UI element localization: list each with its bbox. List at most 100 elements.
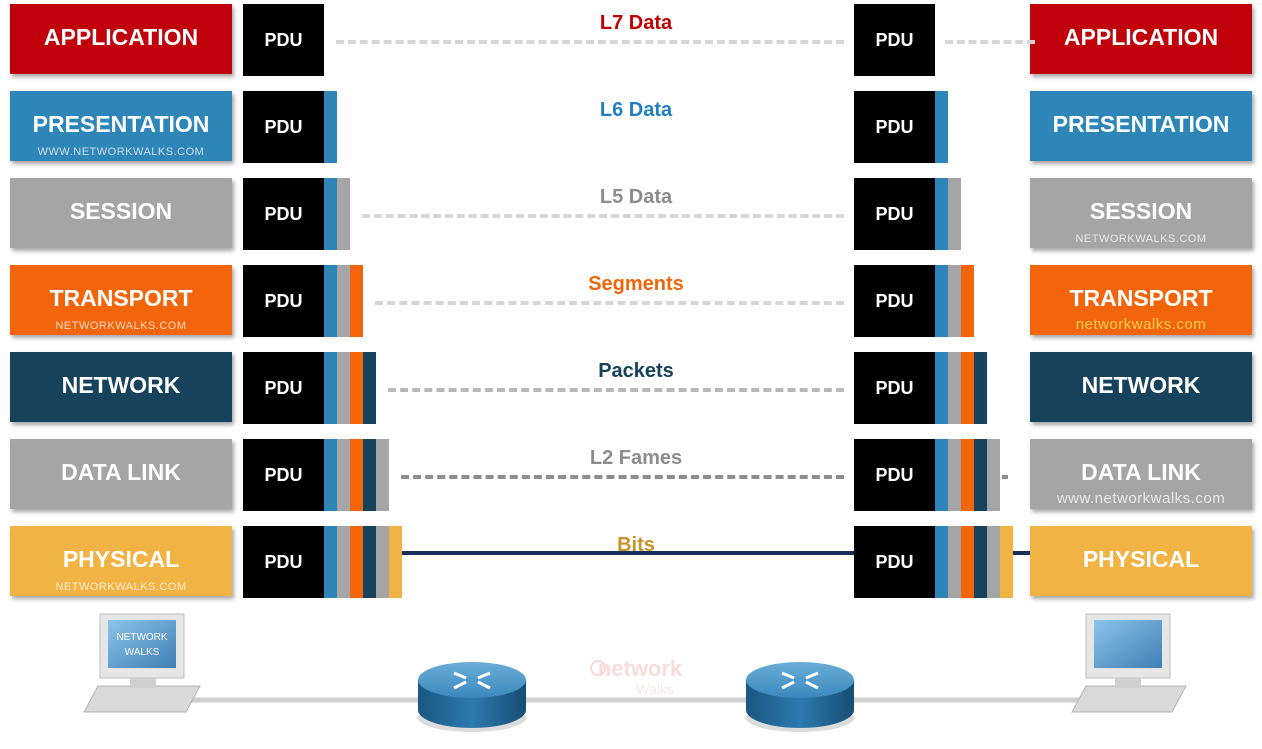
router-icon-right [746, 662, 854, 732]
watermark-text: www.networkwalks.com [1056, 490, 1226, 507]
caption-presentation: L6 Data [599, 99, 673, 121]
right-header-stripe [987, 526, 1000, 598]
right-header-stripe [935, 178, 948, 250]
left-layer-physical: PHYSICAL NETWORKWALKS.COM [10, 526, 232, 596]
left-layer-presentation: PRESENTATION WWW.NETWORKWALKS.COM [10, 91, 232, 161]
left-header-stripe [324, 91, 337, 163]
left-pdu-datalink: PDU [243, 439, 324, 511]
logo-text-line2: Walks [636, 681, 674, 697]
left-header-stripe [389, 526, 402, 598]
watermark-text: NETWORKWALKS.COM [55, 581, 187, 593]
right-layer-transport: TRANSPORT networkwalks.com [1030, 265, 1252, 335]
right-layer-session: SESSION NETWORKWALKS.COM [1030, 178, 1252, 248]
right-header-stripe [948, 526, 961, 598]
left-pdu-physical: PDU [243, 526, 324, 598]
right-pdu-transport: PDU [854, 265, 935, 337]
watermark-text: NETWORKWALKS.COM [55, 320, 187, 332]
right-header-stripe [961, 439, 974, 511]
left-header-stripe [363, 526, 376, 598]
left-header-stripe [363, 352, 376, 424]
right-header-stripe [948, 352, 961, 424]
right-pdu-presentation: PDU [854, 91, 935, 163]
caption-network: Packets [598, 360, 674, 382]
peer-link-datalink [401, 475, 844, 479]
peer-link-right-application [945, 40, 1035, 44]
peer-link-application [336, 40, 844, 44]
left-layer-network: NETWORK [10, 352, 232, 422]
right-pdu-datalink: PDU [854, 439, 935, 511]
layer-label: SESSION [1089, 197, 1193, 224]
layer-label: APPLICATION [43, 23, 199, 50]
layer-label: PHYSICAL [62, 545, 180, 572]
caption-physical: Bits [617, 534, 655, 556]
left-header-stripe [350, 526, 363, 598]
right-header-stripe [961, 352, 974, 424]
layer-label: PRESENTATION [32, 110, 210, 137]
layer-label: SESSION [69, 197, 173, 224]
networkwalks-logo: network Walks [590, 656, 683, 697]
right-header-stripe [935, 439, 948, 511]
left-layer-datalink: DATA LINK [10, 439, 232, 509]
peer-link-session [362, 214, 844, 218]
right-header-stripe [935, 352, 948, 424]
pc-screen-text-line1: NETWORK [116, 632, 167, 643]
left-pdu-session: PDU [243, 178, 324, 250]
peer-link-tail-datalink [1002, 475, 1008, 479]
logo-text-line1: network [598, 656, 683, 681]
peer-link-network [388, 388, 844, 392]
right-pdu-physical: PDU [854, 526, 935, 598]
left-header-stripe [324, 265, 337, 337]
right-header-stripe [948, 178, 961, 250]
pc-screen-text-line2: WALKS [125, 647, 160, 658]
right-layer-application: APPLICATION [1030, 4, 1252, 74]
left-pdu-network: PDU [243, 352, 324, 424]
left-header-stripe [337, 352, 350, 424]
left-header-stripe [337, 265, 350, 337]
right-pdu-network: PDU [854, 352, 935, 424]
left-header-stripe [376, 439, 389, 511]
right-layer-presentation: PRESENTATION [1030, 91, 1252, 161]
left-header-stripe [324, 352, 337, 424]
right-header-stripe [974, 526, 987, 598]
caption-session: L5 Data [599, 186, 673, 208]
watermark-text: networkwalks.com [1075, 316, 1207, 333]
left-computer-icon: NETWORK WALKS [83, 613, 201, 713]
router-icon-left [418, 662, 526, 732]
layer-label: TRANSPORT [49, 284, 193, 311]
layer-label: NETWORK [1081, 371, 1201, 398]
layer-label: PHYSICAL [1082, 545, 1200, 572]
layer-label: NETWORK [61, 371, 181, 398]
left-layer-transport: TRANSPORT NETWORKWALKS.COM [10, 265, 232, 335]
left-header-stripe [337, 439, 350, 511]
layer-label: APPLICATION [1063, 23, 1219, 50]
right-header-stripe [935, 265, 948, 337]
right-header-stripe [961, 265, 974, 337]
layer-label: DATA LINK [1081, 458, 1201, 485]
right-header-stripe [987, 439, 1000, 511]
caption-transport: Segments [588, 273, 684, 295]
caption-application: L7 Data [599, 12, 673, 34]
left-header-stripe [350, 439, 363, 511]
right-header-stripe [948, 439, 961, 511]
left-header-stripe [324, 439, 337, 511]
left-header-stripe [337, 178, 350, 250]
right-pdu-application: PDU [854, 4, 935, 76]
left-layer-session: SESSION [10, 178, 232, 248]
left-layer-application: APPLICATION [10, 4, 232, 74]
left-header-stripe [376, 526, 389, 598]
right-computer-icon [1071, 613, 1187, 713]
left-header-stripe [337, 526, 350, 598]
left-header-stripe [350, 352, 363, 424]
layer-label: TRANSPORT [1069, 284, 1213, 311]
right-header-stripe [961, 526, 974, 598]
right-header-stripe [1000, 526, 1013, 598]
left-header-stripe [324, 178, 337, 250]
right-header-stripe [935, 91, 948, 163]
left-header-stripe [350, 265, 363, 337]
left-header-stripe [363, 439, 376, 511]
peer-link-transport [375, 301, 844, 305]
watermark-text: NETWORKWALKS.COM [1075, 233, 1207, 245]
right-layer-datalink: DATA LINK www.networkwalks.com [1030, 439, 1252, 509]
physical-medium-line-right [1013, 551, 1030, 555]
